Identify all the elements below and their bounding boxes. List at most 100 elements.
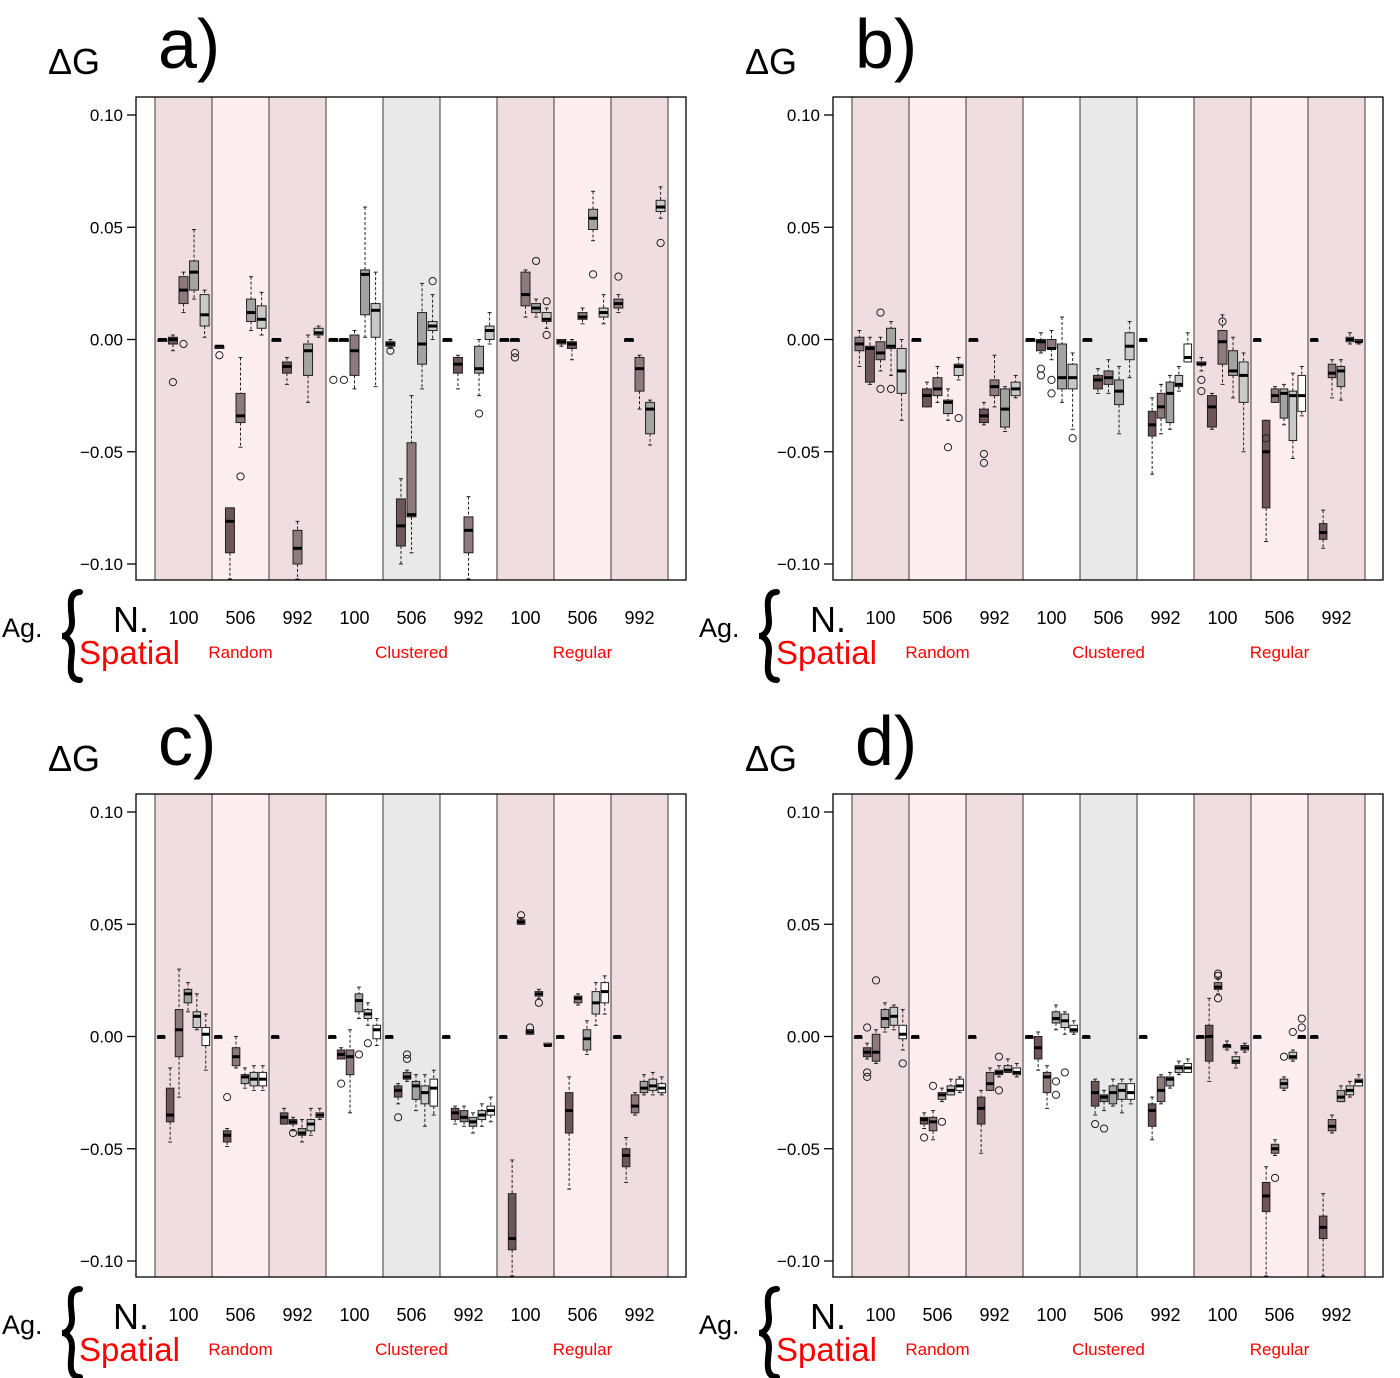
boxplot: [1010, 374, 1021, 399]
boxplot: [946, 1078, 956, 1096]
box: [189, 260, 200, 291]
panel-label: c): [158, 702, 216, 780]
n-tick-label: 506: [567, 1305, 597, 1325]
boxplot: [978, 401, 989, 426]
boxplot: [880, 1002, 890, 1033]
boxplot: [452, 354, 463, 390]
outlier-point: [588, 270, 598, 279]
boxplot: [928, 1110, 938, 1141]
brace-icon: [758, 1286, 780, 1378]
outlier-point: [1099, 1124, 1109, 1133]
panel-d: 0.10 0.05 0.00 −0.05 −0.10 ΔG d) 100 506 992 100 50…: [699, 702, 1384, 1378]
panel-label: b): [855, 5, 917, 83]
boxplot: [564, 1076, 574, 1190]
spatial-tick-label: Random: [905, 1340, 969, 1359]
box: [943, 399, 954, 415]
outlier-point: [428, 277, 437, 286]
n-tick-label: 506: [1093, 1305, 1123, 1325]
outlier-point: [898, 1059, 907, 1068]
outlier-point: [1051, 1090, 1061, 1099]
boxplot: [1206, 392, 1217, 430]
outlier-point: [510, 348, 520, 358]
outlier-point: [1213, 971, 1223, 980]
boxplot: [534, 988, 544, 999]
boxplot: [279, 1107, 289, 1125]
outlier-point: [943, 443, 953, 452]
boxplot: [459, 1105, 469, 1127]
spatial-tick-label: Clustered: [375, 1340, 448, 1359]
box: [411, 1080, 421, 1100]
boxplot: [1327, 1114, 1337, 1134]
boxplot: [921, 381, 932, 408]
outlier-point: [1060, 1068, 1069, 1077]
outlier-point: [1288, 1027, 1297, 1037]
boxplot: [349, 330, 360, 390]
boxplot: [1108, 1078, 1118, 1107]
box: [420, 1085, 430, 1105]
y-axis-label: ΔG: [48, 738, 100, 779]
box: [303, 343, 314, 376]
boxplot: [406, 395, 417, 554]
boxplot: [156, 1035, 166, 1039]
y-tick-label: −0.10: [777, 555, 820, 574]
boxplot: [1309, 338, 1319, 342]
box: [1336, 365, 1346, 388]
boxplot: [1103, 359, 1114, 394]
outlier-point: [863, 1072, 872, 1082]
boxplot: [328, 338, 339, 342]
boxplot: [1279, 1076, 1289, 1091]
n-tick-label: 100: [510, 608, 540, 628]
y-axis-label: ΔG: [745, 738, 797, 779]
outlier-point: [994, 1052, 1004, 1061]
box: [256, 305, 267, 329]
n-tick-label: 506: [922, 1305, 952, 1325]
outlier-point: [525, 1023, 535, 1032]
boxplot: [509, 338, 520, 342]
n-tick-label: 992: [1150, 608, 1180, 628]
box: [645, 401, 656, 435]
box: [621, 1148, 631, 1168]
box: [1183, 343, 1193, 363]
boxplot: [520, 269, 531, 318]
boxplot: [1174, 1060, 1184, 1076]
boxplot: [1033, 1031, 1043, 1071]
n-row-label: N.: [810, 599, 846, 640]
n-tick-label: 992: [979, 608, 1009, 628]
box: [875, 341, 886, 361]
outlier-point: [354, 1050, 364, 1059]
boxplot: [896, 339, 907, 421]
boxplot: [507, 1159, 517, 1277]
outlier-point: [516, 911, 526, 920]
outlier-point: [979, 449, 989, 459]
box: [1165, 1076, 1175, 1087]
y-tick-label: −0.05: [80, 443, 123, 462]
box: [1238, 361, 1249, 403]
boxplot: [442, 338, 453, 342]
panel-label: a): [158, 5, 220, 83]
agents-row-label: Ag.: [699, 1310, 740, 1340]
n-tick-label: 506: [396, 608, 426, 628]
n-tick-label: 992: [1150, 1305, 1180, 1325]
boxplot: [174, 968, 184, 1098]
n-tick-label: 992: [624, 1305, 654, 1325]
boxplot: [1345, 332, 1355, 345]
outlier-point: [876, 384, 885, 393]
group-background: [554, 97, 611, 580]
boxplot: [1124, 321, 1135, 379]
boxplot: [566, 339, 577, 361]
boxplot: [639, 1074, 649, 1096]
boxplot: [1081, 1035, 1091, 1039]
outlier-point: [1051, 1077, 1061, 1086]
y-tick-label: 0.05: [787, 915, 820, 934]
n-tick-label: 506: [1264, 1305, 1294, 1325]
outlier-point: [1213, 969, 1223, 978]
box: [406, 442, 417, 518]
box: [564, 1092, 574, 1134]
outlier-point: [920, 1133, 929, 1142]
n-tick-label: 506: [225, 1305, 255, 1325]
box: [1174, 374, 1184, 388]
outlier-point: [954, 413, 963, 423]
boxplot: [1228, 336, 1239, 399]
boxplot: [1099, 1089, 1109, 1112]
spatial-tick-label: Regular: [1250, 1340, 1310, 1359]
